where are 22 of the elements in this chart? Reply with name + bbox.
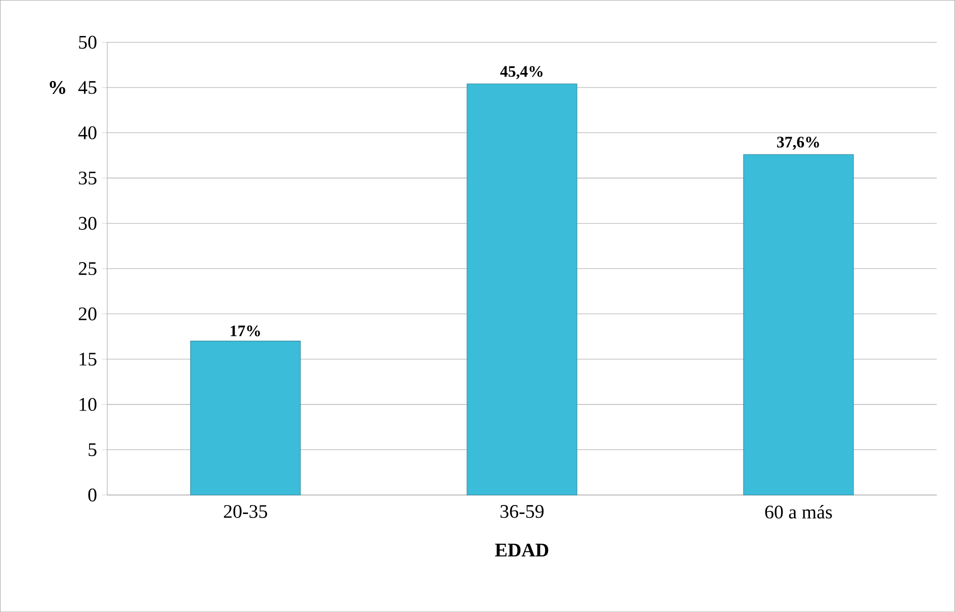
y-tick-label: 0 [88, 488, 96, 502]
y-tick-label: 20 [78, 307, 96, 320]
bar [743, 154, 854, 496]
x-tick-label: 36-59 [500, 504, 544, 518]
bar [466, 84, 578, 496]
y-tick-label: 35 [78, 172, 96, 184]
y-tick-label: 15 [80, 352, 96, 366]
y-tick-label: 5 [88, 443, 96, 456]
y-tick-label: 10 [80, 398, 96, 411]
data-label: 45,4% [500, 66, 542, 80]
y-tick-label: 50 [79, 36, 96, 49]
y-tick-label: 40 [78, 126, 96, 140]
data-label: 17% [230, 325, 260, 336]
x-axis-title: EDAD [495, 544, 548, 556]
x-tick-label: 60 a más [765, 504, 832, 518]
y-tick-label: 30 [78, 216, 96, 230]
y-tick-label: 45 [78, 81, 96, 94]
data-label: 37,6% [777, 136, 819, 150]
x-tick-label: 20-35 [224, 504, 268, 518]
bar [190, 340, 301, 496]
y-axis-title: % [50, 80, 66, 94]
y-tick-label: 25 [78, 262, 96, 275]
